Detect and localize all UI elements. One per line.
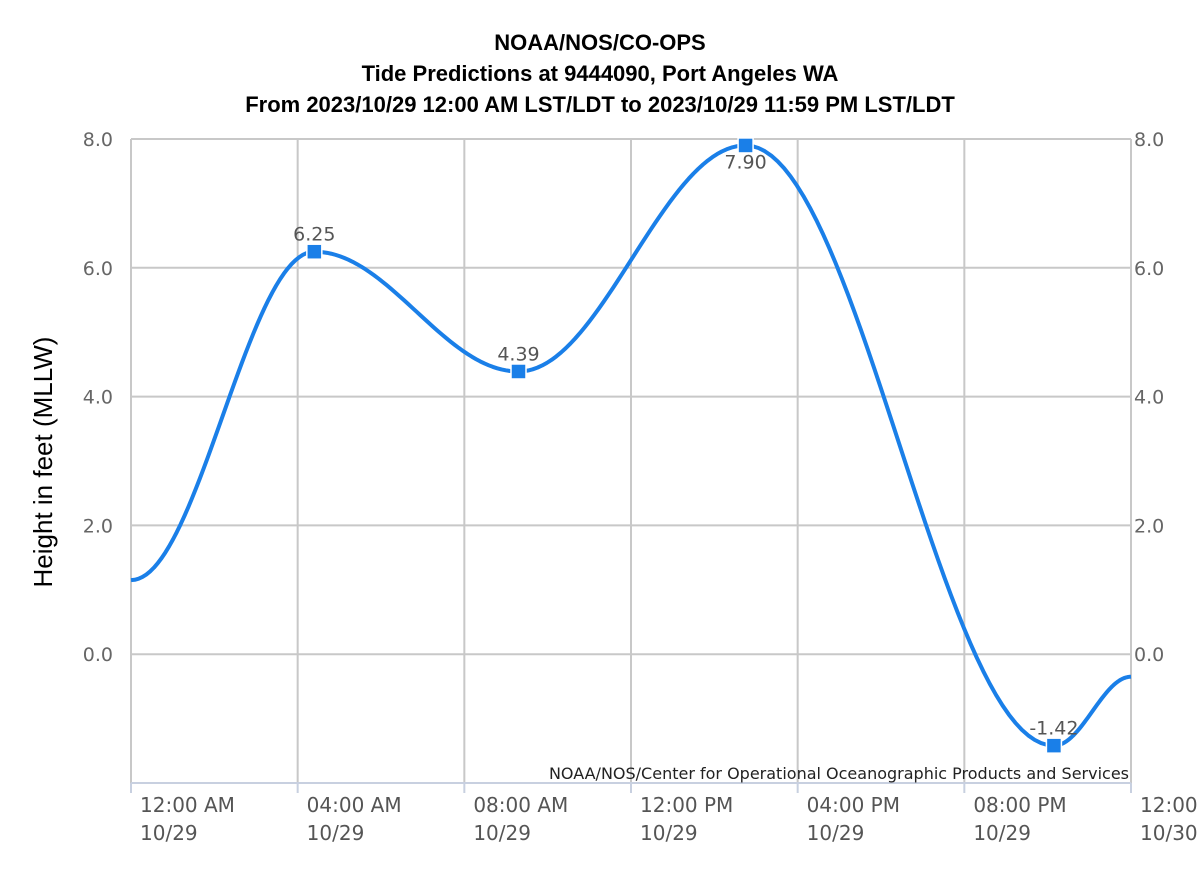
credit-text: NOAA/NOS/Center for Operational Oceanogr…	[549, 764, 1129, 783]
data-label: 4.39	[497, 343, 539, 365]
x-tick-label-time: 12:00	[1140, 793, 1198, 817]
y-tick-label-right: 6.0	[1134, 258, 1164, 280]
x-tick-label-time: 12:00 AM	[140, 793, 235, 817]
y-tick-label-left: 6.0	[83, 258, 113, 280]
x-tick-label-date: 10/29	[807, 821, 865, 845]
y-tick-label-left: 8.0	[83, 129, 113, 151]
chart-title-line-3: From 2023/10/29 12:00 AM LST/LDT to 2023…	[245, 92, 955, 117]
grid	[130, 138, 1132, 783]
x-tick-label-time: 04:00 PM	[807, 793, 900, 817]
x-tick-label-date: 10/30	[1140, 821, 1198, 845]
axes: 8.0 8.0 6.0 6.0 4.0 4.0 2.0 2.0 0.0 0.0 12:00 AM 10…	[83, 129, 1198, 845]
y-tick-label-right: 4.0	[1134, 387, 1164, 409]
x-tick-label-date: 10/29	[140, 821, 198, 845]
x-tick-label-date: 10/29	[473, 821, 531, 845]
y-tick-label-right: 8.0	[1134, 129, 1164, 151]
y-tick-label-left: 0.0	[83, 644, 113, 666]
y-tick-label-right: 2.0	[1134, 515, 1164, 537]
y-tick-label-left: 2.0	[83, 515, 113, 537]
extreme-marker	[1045, 737, 1063, 754]
y-tick-label-left: 4.0	[83, 387, 113, 409]
extreme-marker	[306, 243, 323, 260]
data-label: 7.90	[724, 151, 766, 173]
y-axis-label: Height in feet (MLLW)	[28, 337, 58, 588]
data-labels: 6.25 4.39 7.90 -1.42	[293, 151, 1078, 739]
y-tick-label-right: 0.0	[1134, 644, 1164, 666]
x-tick-label-date: 10/29	[973, 821, 1031, 845]
chart-title-line-2: Tide Predictions at 9444090, Port Angele…	[362, 61, 839, 86]
extreme-marker	[510, 363, 527, 380]
tide-series	[130, 137, 1132, 754]
series-line	[130, 143, 1132, 748]
x-tick-label-date: 10/29	[307, 821, 365, 845]
data-label: -1.42	[1029, 718, 1078, 740]
x-tick-label-time: 12:00 PM	[640, 793, 733, 817]
chart-title-line-1: NOAA/NOS/CO-OPS	[494, 30, 705, 55]
x-tick-label-date: 10/29	[640, 821, 698, 845]
data-label: 6.25	[293, 224, 335, 246]
extreme-marker	[737, 137, 754, 154]
x-tick-label-time: 08:00 AM	[473, 793, 568, 817]
x-tick-label-time: 08:00 PM	[973, 793, 1066, 817]
x-tick-label-time: 04:00 AM	[307, 793, 402, 817]
